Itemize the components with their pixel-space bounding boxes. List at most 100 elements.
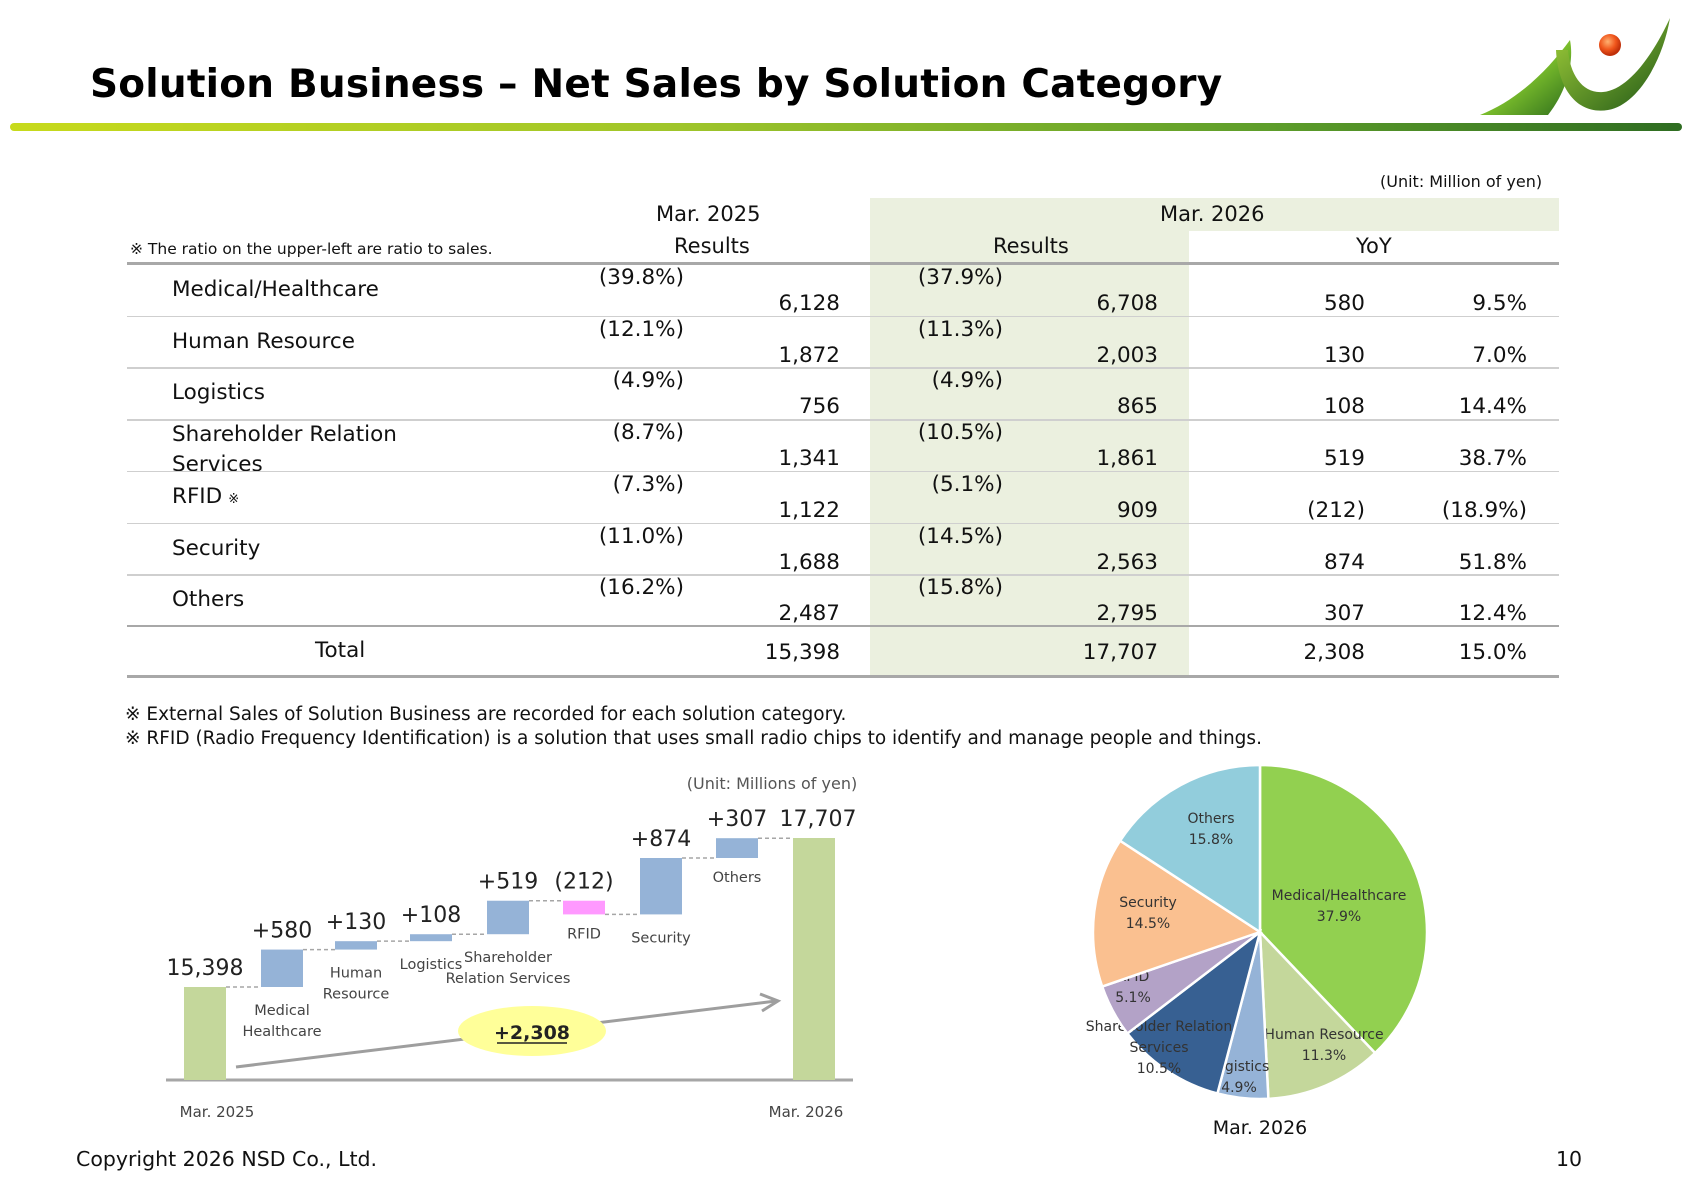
waterfall-bar-6 bbox=[716, 838, 758, 859]
ratio-2026: (11.3%) bbox=[917, 316, 1003, 342]
yoy-pct: 9.5% bbox=[1472, 291, 1527, 316]
waterfall-bar-0 bbox=[261, 949, 303, 987]
waterfall-trend-arrowhead bbox=[759, 992, 782, 1013]
row-label-line2: Services bbox=[172, 452, 263, 478]
waterfall-bar-1 bbox=[335, 941, 377, 950]
row-label: Security bbox=[172, 536, 260, 561]
waterfall-category-label: Human Resource bbox=[323, 966, 390, 1003]
waterfall-delta-label: +580 bbox=[252, 919, 312, 944]
waterfall-category-label: RFID bbox=[567, 926, 601, 942]
row-label-text: Security bbox=[172, 535, 261, 561]
waterfall-delta-label: +307 bbox=[707, 807, 767, 832]
total-yoy: 2,308 bbox=[1303, 640, 1365, 665]
waterfall-bar-5 bbox=[640, 858, 682, 915]
ratio-2025: (4.9%) bbox=[612, 368, 684, 394]
value-2025: 6,128 bbox=[778, 291, 840, 316]
waterfall-category-label: Logistics bbox=[400, 957, 463, 973]
company-logo bbox=[1480, 18, 1670, 115]
pie-slice-5 bbox=[1091, 839, 1263, 989]
yoy-value: 874 bbox=[1323, 549, 1365, 575]
mar2026-header-bg bbox=[1189, 198, 1559, 231]
waterfall-category-label: Others bbox=[713, 870, 762, 886]
value-2025: 1,872 bbox=[778, 342, 840, 368]
ratio-2026: (14.5%) bbox=[917, 523, 1003, 549]
pie-slice-label: Human Resource 11.3% bbox=[1264, 1027, 1383, 1064]
waterfall-bar-end bbox=[793, 838, 835, 1080]
unit-label: (Unit: Million of yen) bbox=[1380, 172, 1543, 191]
pie-slice-label: Medical/Healthcare 37.9% bbox=[1272, 888, 1407, 925]
value-2026: 2,563 bbox=[1096, 549, 1158, 575]
waterfall-bar-2 bbox=[410, 934, 452, 942]
waterfall-category-label: Security bbox=[631, 930, 691, 946]
ratio-note: ※ The ratio on the upper-left are ratio … bbox=[130, 240, 493, 258]
pie-slice-label: Security 14.5% bbox=[1119, 895, 1177, 932]
value-2026: 6,708 bbox=[1096, 291, 1158, 316]
footnote-external-sales: ※ External Sales of Solution Business ar… bbox=[125, 704, 847, 725]
ratio-2025: (11.0%) bbox=[598, 523, 684, 549]
value-2026: 2,795 bbox=[1096, 601, 1158, 627]
waterfall-label-start: 15,398 bbox=[167, 956, 244, 981]
value-2025: 1,688 bbox=[778, 549, 840, 575]
title-underline bbox=[10, 123, 1682, 131]
ratio-2025: (12.1%) bbox=[598, 316, 684, 342]
yoy-value: 130 bbox=[1323, 342, 1365, 368]
yoy-value: 307 bbox=[1323, 601, 1365, 627]
pie-slice-label: Shareholder Relation Services 10.5% bbox=[1086, 1019, 1232, 1077]
ratio-2025: (39.8%) bbox=[598, 265, 684, 290]
ratio-2026: (10.5%) bbox=[917, 420, 1003, 446]
row-label: RFID ※ bbox=[172, 484, 239, 509]
table-header-rule bbox=[127, 262, 1559, 265]
value-2026: 2,003 bbox=[1096, 342, 1158, 368]
total-label: Total bbox=[315, 638, 366, 663]
pie-slice-0 bbox=[1258, 763, 1429, 1055]
waterfall-bar-4 bbox=[563, 900, 605, 915]
value-2025: 756 bbox=[798, 394, 840, 420]
waterfall-delta-label: +108 bbox=[401, 903, 461, 928]
waterfall-total-bubble bbox=[458, 1006, 606, 1056]
waterfall-category-label: Shareholder Relation Services bbox=[446, 950, 571, 987]
rfid-note-mark: ※ bbox=[228, 491, 240, 507]
waterfall-unit-label: (Unit: Millions of yen) bbox=[687, 774, 857, 793]
yoy-pct: 14.4% bbox=[1458, 394, 1527, 420]
pie-slice-label: Others 15.8% bbox=[1187, 811, 1234, 848]
value-2025: 1,341 bbox=[778, 446, 840, 472]
page-number: 10 bbox=[1556, 1147, 1583, 1171]
pie-slice-6 bbox=[1118, 763, 1262, 935]
row-label-text: Others bbox=[172, 587, 245, 613]
waterfall-label-end: 17,707 bbox=[780, 807, 857, 832]
row-label-text: Logistics bbox=[172, 380, 266, 406]
value-2026: 1,861 bbox=[1096, 446, 1158, 472]
waterfall-delta-label: +874 bbox=[631, 827, 691, 852]
row-label-text: Medical/Healthcare bbox=[172, 277, 379, 302]
waterfall-bar-start bbox=[184, 987, 226, 1080]
yoy-pct: 12.4% bbox=[1458, 601, 1527, 627]
ratio-2025: (7.3%) bbox=[612, 471, 684, 497]
row-label-text: RFID bbox=[172, 483, 223, 509]
row-separator bbox=[127, 625, 1559, 628]
page-title: Solution Business – Net Sales by Solutio… bbox=[90, 62, 1223, 107]
pie-slice-1 bbox=[1258, 928, 1377, 1101]
row-label: Medical/Healthcare bbox=[172, 277, 379, 302]
waterfall-delta-label: +519 bbox=[478, 870, 538, 895]
total-yoy-pct: 15.0% bbox=[1458, 640, 1527, 665]
header-mar2026: Mar. 2026 bbox=[1160, 202, 1265, 226]
ratio-2025: (16.2%) bbox=[598, 575, 684, 601]
yoy-pct: (18.9%) bbox=[1441, 497, 1527, 523]
copyright: Copyright 2026 NSD Co., Ltd. bbox=[76, 1147, 378, 1171]
table-bottom-rule bbox=[127, 675, 1559, 678]
row-label: Logistics bbox=[172, 380, 265, 405]
row-separator bbox=[127, 419, 1559, 421]
row-label: Human Resource bbox=[172, 329, 355, 354]
value-2025: 1,122 bbox=[778, 497, 840, 523]
row-separator bbox=[127, 367, 1559, 369]
value-2026: 865 bbox=[1116, 394, 1158, 420]
waterfall-xlabel-start: Mar. 2025 bbox=[180, 1103, 255, 1121]
waterfall-xlabel-end: Mar. 2026 bbox=[769, 1103, 844, 1121]
waterfall-bar-3 bbox=[487, 900, 529, 935]
row-separator bbox=[127, 522, 1559, 524]
ratio-2026: (37.9%) bbox=[917, 265, 1003, 290]
total-value-2026: 17,707 bbox=[1082, 640, 1158, 665]
row-separator bbox=[127, 315, 1559, 318]
total-separator bbox=[127, 625, 1559, 627]
